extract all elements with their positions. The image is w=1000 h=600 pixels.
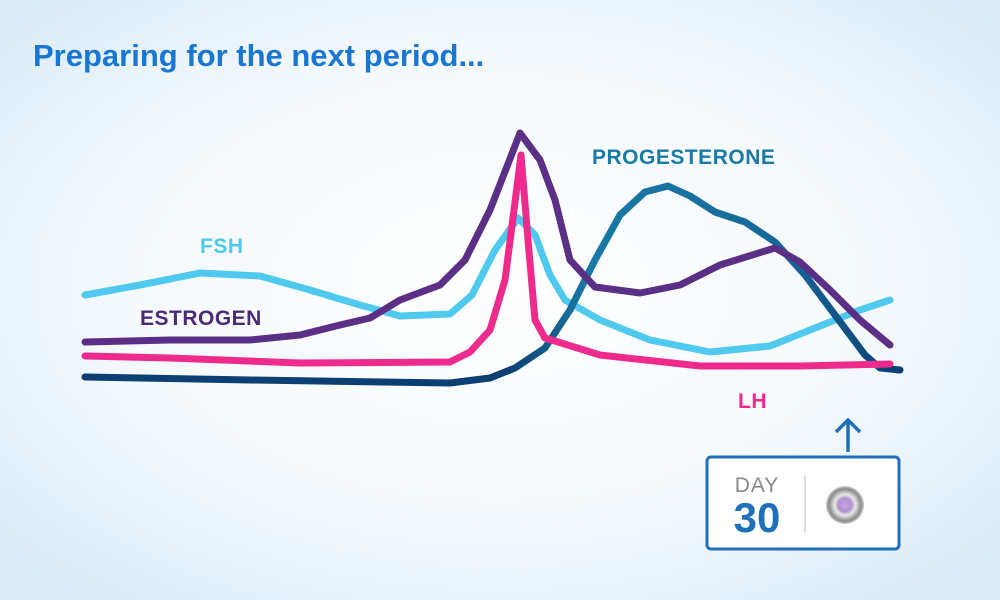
arrow	[834, 418, 862, 452]
estrogen-label: ESTROGEN	[140, 307, 262, 330]
badge-frame	[705, 455, 901, 551]
lh-curve	[81, 151, 894, 370]
day-label: DAY	[735, 474, 780, 497]
estrogen-curve	[81, 129, 894, 349]
title: Preparing for the next period...	[33, 38, 484, 73]
day-number: 30	[734, 494, 781, 541]
fsh-label: FSH	[200, 235, 244, 258]
lh-label: LH	[738, 390, 767, 413]
progesterone-curve	[81, 182, 904, 387]
egg-icon	[826, 486, 864, 524]
fsh-curve	[81, 214, 894, 356]
progesterone-label: PROGESTERONE	[592, 146, 775, 169]
day-badge: DAY 30	[705, 455, 901, 551]
